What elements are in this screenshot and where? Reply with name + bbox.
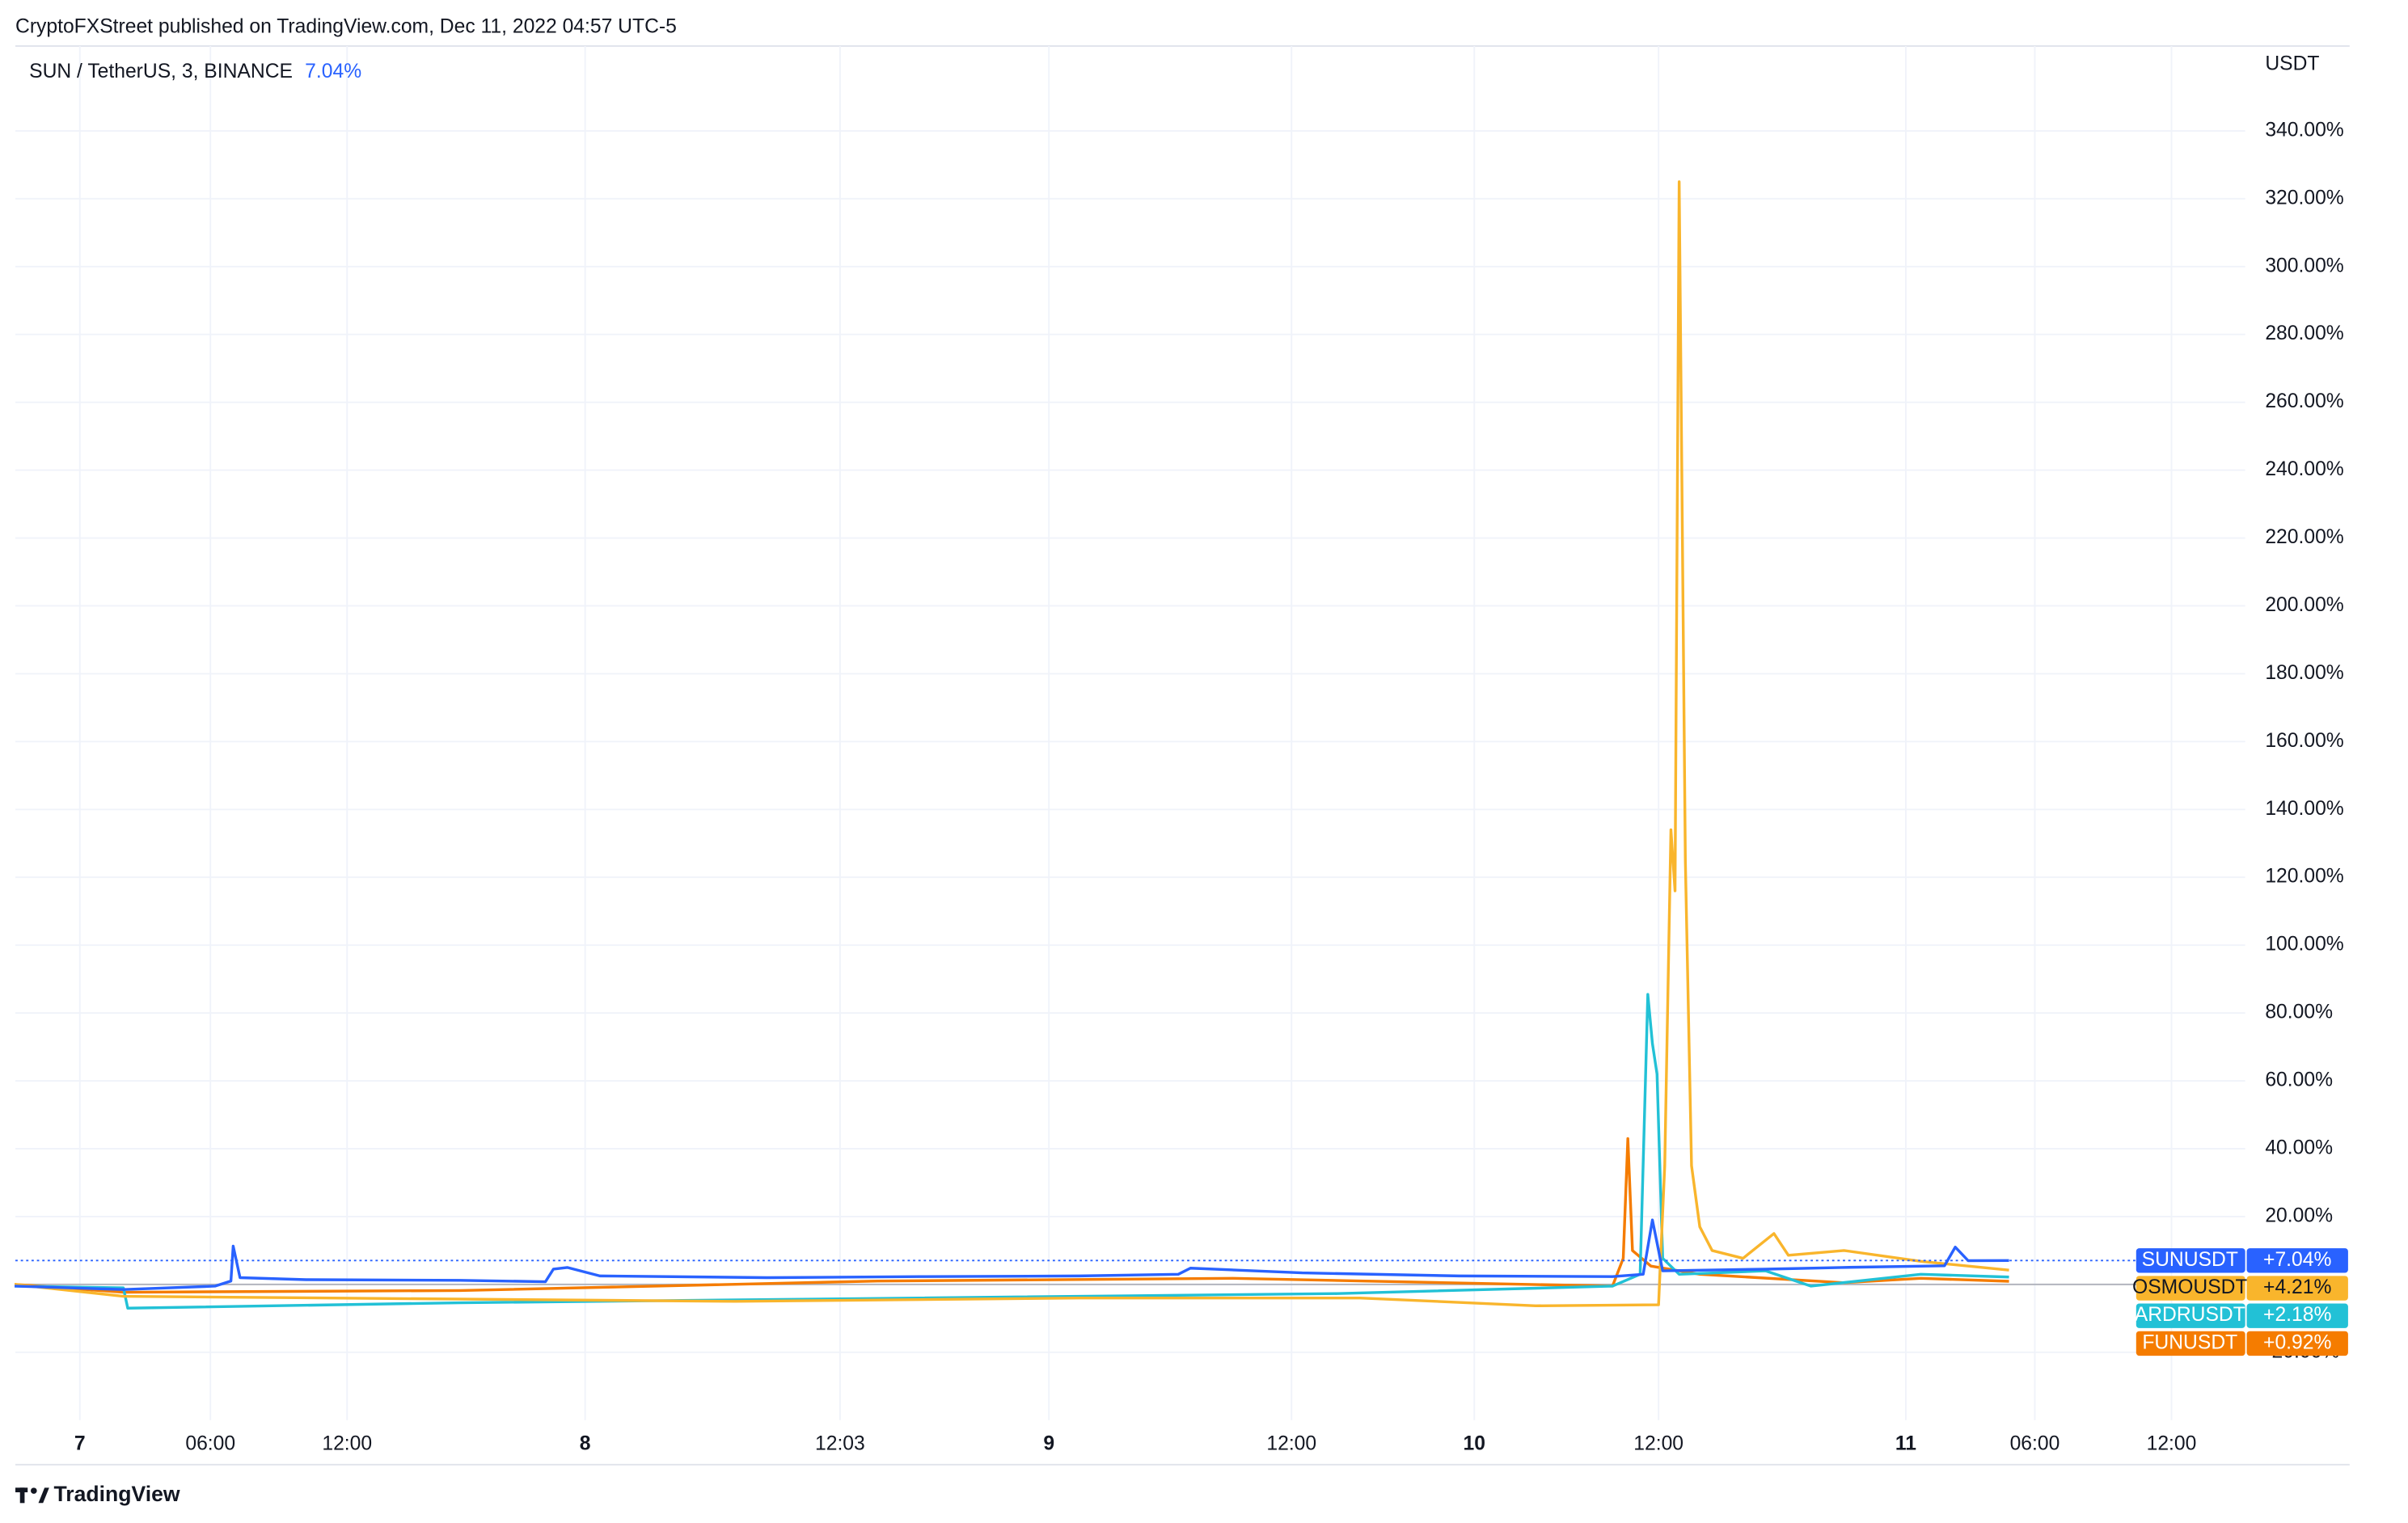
y-tick-label: 280.00%	[2265, 323, 2343, 344]
x-tick-label: 10	[1464, 1433, 1485, 1455]
series-line	[14, 1137, 2009, 1294]
y-tick-label: 260.00%	[2265, 390, 2343, 412]
y-tick-label: 320.00%	[2265, 187, 2343, 209]
x-tick-label: 9	[1043, 1433, 1054, 1455]
value-label: +2.18%	[2263, 1304, 2331, 1326]
series-line	[15, 993, 2009, 1310]
symbol-change: 7.04%	[305, 61, 361, 82]
value-tag	[2246, 1331, 2348, 1356]
y-tick-label: 60.00%	[2265, 1069, 2333, 1091]
series-tag	[2136, 1248, 2245, 1273]
x-tick-label: 12:03	[815, 1433, 865, 1455]
x-tick-label: 11	[1895, 1433, 1916, 1455]
symbol-title: SUN / TetherUS, 3, BINANCE	[29, 61, 293, 82]
y-tick-label: 140.00%	[2265, 798, 2343, 820]
legend-entry: ARDRUSDT	[2135, 1304, 2245, 1326]
y-tick-label: 240.00%	[2265, 458, 2343, 480]
y-tick-label: 300.00%	[2265, 255, 2343, 276]
series-tag	[2136, 1331, 2245, 1356]
series-line	[15, 1218, 2009, 1291]
y-axis-label: USDT	[2265, 53, 2319, 74]
logo-part	[19, 1487, 25, 1504]
value-tag	[2246, 1248, 2348, 1273]
x-tick-label: 12:00	[322, 1433, 372, 1455]
x-tick-label: 12:00	[1633, 1433, 1683, 1455]
x-tick-label: 8	[580, 1433, 591, 1455]
plot	[14, 180, 2245, 1310]
series-tag	[2136, 1276, 2245, 1301]
x-tick-label: 06:00	[185, 1433, 235, 1455]
y-tick-label: 100.00%	[2265, 934, 2343, 956]
footer-logo	[15, 1487, 49, 1504]
publisher-line: CryptoFXStreet published on TradingView.…	[15, 16, 677, 38]
y-tick-label: 180.00%	[2265, 662, 2343, 684]
value-label: +0.92%	[2263, 1331, 2331, 1353]
legend-entry: OSMOUSDT	[2132, 1276, 2248, 1298]
y-tick-label: 80.00%	[2265, 1002, 2333, 1023]
y-tick-label: 200.00%	[2265, 594, 2343, 616]
value-label: +7.04%	[2263, 1249, 2331, 1271]
legend-entry: FUNUSDT	[2142, 1331, 2237, 1353]
logo-part	[31, 1487, 37, 1494]
y-tick-label: 40.00%	[2265, 1137, 2333, 1159]
value-tag	[2246, 1276, 2348, 1301]
logo-part	[38, 1487, 49, 1504]
y-tick-label: 120.00%	[2265, 866, 2343, 888]
legend-entry: SUNUSDT	[2142, 1249, 2238, 1271]
grid	[15, 45, 2245, 1420]
y-tick-label: 160.00%	[2265, 730, 2343, 752]
value-tag	[2246, 1303, 2348, 1328]
price-tags: SUNUSDT +7.04% OSMOUSDT +4.21% ARDRUSDT +2.18…	[2132, 1248, 2348, 1356]
x-tick-label: 06:00	[2010, 1433, 2060, 1455]
series-line	[14, 180, 2009, 1308]
axes: -20.00%20.00%40.00%60.00%80.00%100.00%12…	[74, 119, 2344, 1454]
footer-brand: TradingView	[54, 1482, 180, 1506]
value-label: +4.21%	[2263, 1276, 2331, 1298]
y-tick-label: 220.00%	[2265, 526, 2343, 548]
y-tick-label: 340.00%	[2265, 119, 2343, 141]
series-tag	[2136, 1303, 2245, 1328]
y-tick-label: 20.00%	[2265, 1204, 2333, 1226]
x-tick-label: 12:00	[1266, 1433, 1316, 1455]
x-tick-label: 7	[74, 1433, 86, 1455]
x-tick-label: 12:00	[2147, 1433, 2197, 1455]
